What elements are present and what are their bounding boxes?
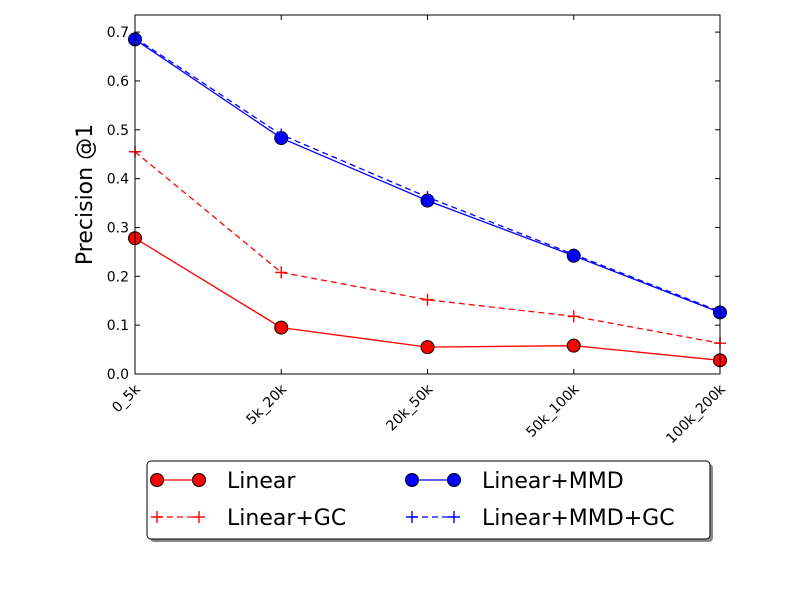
x-tick-label: 20k_50k xyxy=(383,381,437,435)
data-point xyxy=(275,266,288,279)
data-point xyxy=(274,320,289,335)
legend-marker xyxy=(150,473,164,487)
y-tick-label: 0.0 xyxy=(107,367,129,383)
legend-marker xyxy=(406,511,418,523)
x-tick-label: 5k_20k xyxy=(243,381,290,428)
legend-label: Linear xyxy=(227,469,296,494)
y-tick-label: 0.2 xyxy=(107,269,129,285)
y-tick-label: 0.7 xyxy=(107,25,129,41)
legend-entry: Linear+MMD xyxy=(405,469,624,494)
x-tick-label: 0_5k xyxy=(109,381,144,416)
data-point xyxy=(421,191,434,204)
series-layer xyxy=(128,31,727,368)
legend-entry: Linear xyxy=(150,469,296,494)
legend: Linear Linear+GC Linear+MMD Linear+MMD+GC xyxy=(146,460,713,542)
y-axis-label: Precision @1 xyxy=(73,124,98,265)
legend-label: Linear+MMD xyxy=(482,469,624,494)
x-tick-label: 50k_100k xyxy=(523,381,583,441)
legend-box xyxy=(146,460,711,540)
legend-marker xyxy=(405,473,419,487)
data-point xyxy=(421,293,434,306)
data-point xyxy=(275,128,288,141)
y-tick-label: 0.1 xyxy=(107,318,129,334)
data-point xyxy=(567,310,580,323)
legend-marker xyxy=(192,473,206,487)
series-linear xyxy=(128,231,727,368)
data-point xyxy=(420,340,435,355)
series-line xyxy=(134,151,721,344)
y-tick-label: 0.6 xyxy=(107,74,129,90)
y-tick-label: 0.4 xyxy=(107,172,129,188)
legend-marker xyxy=(447,473,461,487)
legend-entry: Linear+MMD+GC xyxy=(406,506,675,531)
legend-marker xyxy=(151,511,163,523)
y-tick-label: 0.3 xyxy=(107,220,129,236)
legend-marker xyxy=(193,511,205,523)
y-tick-label: 0.5 xyxy=(107,123,129,139)
data-point xyxy=(566,338,581,353)
legend-entry: Linear+GC xyxy=(151,506,346,531)
legend-label: Linear+MMD+GC xyxy=(482,506,675,531)
data-point xyxy=(567,248,580,261)
legend-marker xyxy=(448,511,460,523)
legend-label: Linear+GC xyxy=(227,506,346,531)
x-tick-label: 100k_200k xyxy=(663,381,729,447)
